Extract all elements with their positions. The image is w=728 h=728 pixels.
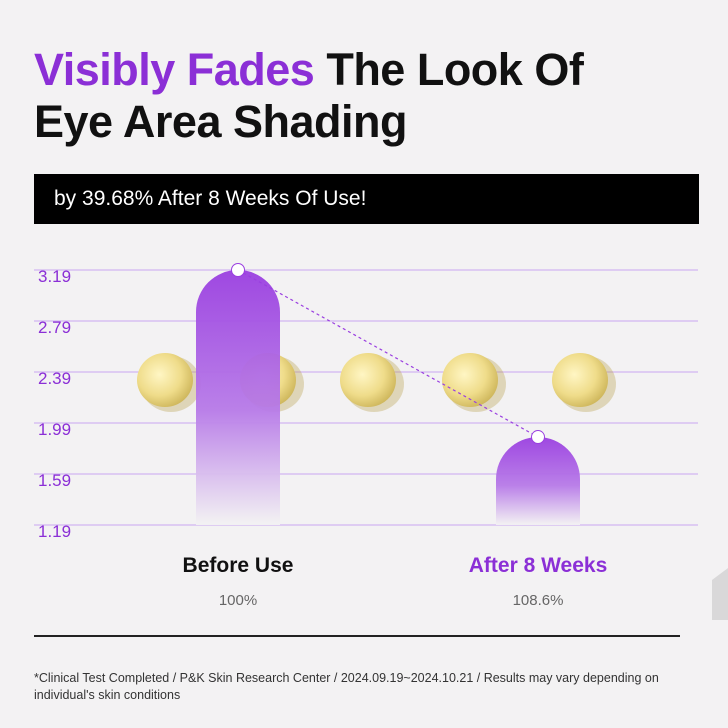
headline-line2: Eye Area Shading — [34, 96, 407, 147]
divider — [34, 635, 680, 637]
result-banner: by 39.68% After 8 Weeks Of Use! — [34, 174, 699, 224]
headline: Visibly Fades The Look Of Eye Area Shadi… — [34, 44, 584, 148]
value-label: 108.6% — [513, 592, 564, 609]
data-point — [231, 263, 245, 277]
category-label: After 8 Weeks — [469, 554, 608, 577]
bar-before-use — [196, 270, 280, 525]
bar-after-8-weeks — [496, 437, 580, 525]
y-tick-label: 3.19 — [38, 267, 71, 286]
y-tick-label: 1.99 — [38, 420, 71, 439]
y-tick-label: 2.39 — [38, 369, 71, 388]
dropper-decoration — [712, 568, 728, 620]
category-label: Before Use — [183, 554, 294, 577]
y-tick-label: 2.79 — [38, 318, 71, 337]
y-tick-label: 1.19 — [38, 522, 71, 541]
headline-accent: Visibly Fades — [34, 44, 315, 95]
chart: 3.19 2.79 2.39 1.99 1.59 1.19 Before Use 100% A… — [34, 263, 728, 620]
value-label: 100% — [219, 592, 257, 609]
y-tick-label: 1.59 — [38, 471, 71, 490]
trend-line — [237, 269, 539, 438]
footnote: *Clinical Test Completed / P&K Skin Rese… — [34, 671, 659, 702]
data-point — [531, 430, 545, 445]
headline-rest: The Look Of — [326, 44, 584, 95]
